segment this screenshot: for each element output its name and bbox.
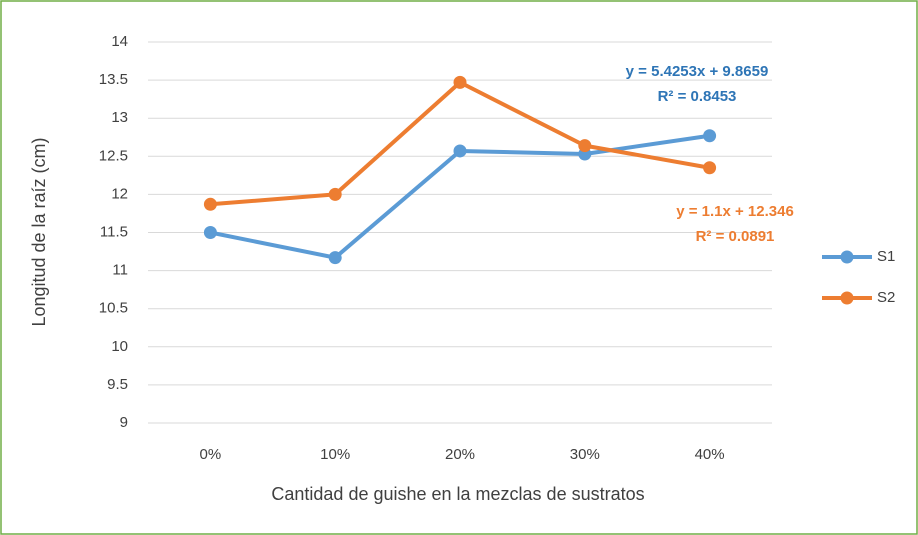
point (453, 75, 467, 89)
x-axis-title: Cantidad de guishe en la mezclas de sust… (271, 484, 644, 504)
point (453, 144, 467, 158)
x-tick-label: 20% (445, 446, 475, 463)
point (328, 187, 342, 201)
point (578, 139, 592, 153)
y-tick-label: 10.5 (99, 300, 128, 317)
legend-marker (840, 291, 854, 305)
y-tick-label: 9.5 (107, 376, 128, 393)
y-tick-label: 12.5 (99, 147, 128, 164)
point (203, 197, 217, 211)
trendline-equation: y = 5.4253x + 9.8659 (626, 63, 769, 80)
y-tick-label: 10 (111, 338, 128, 355)
x-tick-label: 10% (320, 446, 350, 463)
y-axis-title: Longitud de la raíz (cm) (29, 137, 49, 326)
legend-marker (840, 250, 854, 264)
y-tick-label: 11 (112, 262, 128, 279)
y-tick-label: 11.5 (100, 223, 128, 240)
y-tick-label: 14 (111, 33, 128, 50)
point (203, 226, 217, 239)
legend-label: S1 (877, 248, 895, 265)
x-tick-label: 40% (695, 446, 725, 463)
x-tick-label: 30% (570, 446, 600, 463)
y-tick-label: 13.5 (99, 71, 128, 88)
trendline-equation: R² = 0.8453 (658, 88, 737, 105)
x-tick-label: 0% (200, 446, 222, 463)
y-tick-label: 9 (120, 414, 128, 431)
legend-label: S2 (877, 289, 895, 306)
point (703, 161, 717, 175)
trendline-equation: R² = 0.0891 (696, 228, 775, 245)
y-tick-label: 13 (111, 109, 128, 126)
trendline-equation: y = 1.1x + 12.346 (676, 203, 794, 220)
point (703, 129, 717, 143)
y-tick-label: 12 (111, 185, 128, 202)
point (328, 251, 342, 265)
